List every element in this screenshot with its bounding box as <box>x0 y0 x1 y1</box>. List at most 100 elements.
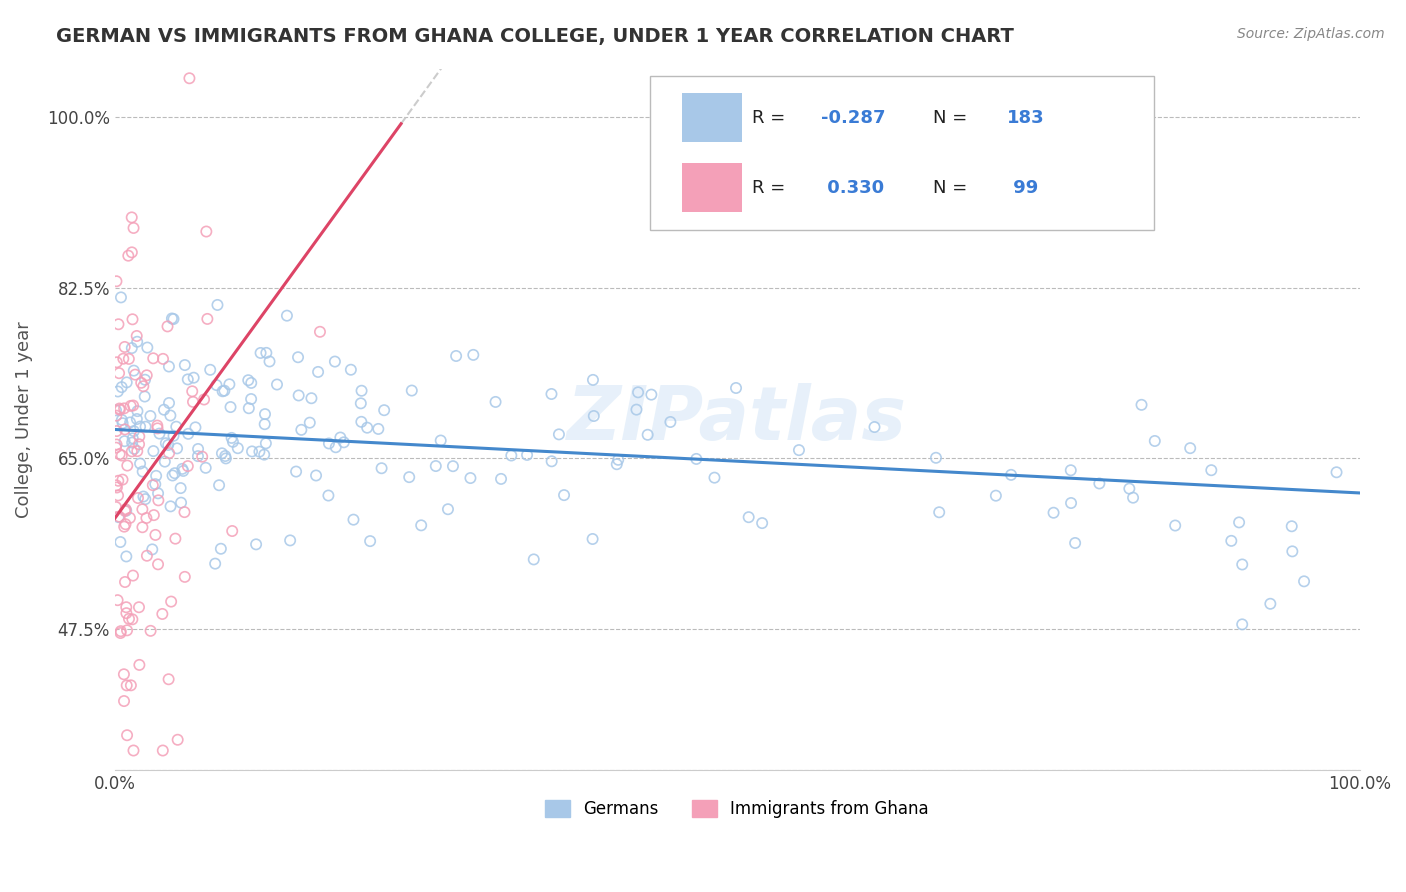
Point <box>163 466 186 480</box>
Point <box>441 459 464 474</box>
Point <box>1180 441 1202 455</box>
Point <box>367 422 389 436</box>
Point <box>172 462 194 476</box>
Point <box>115 728 138 742</box>
Point <box>1281 519 1303 533</box>
Point <box>240 392 263 406</box>
Point <box>112 351 135 366</box>
Point <box>787 443 810 458</box>
Point <box>114 502 136 516</box>
Point <box>132 490 155 504</box>
Point <box>125 412 148 426</box>
Point <box>173 505 195 519</box>
Point <box>460 471 482 485</box>
Text: N =: N = <box>932 178 973 197</box>
Text: N =: N = <box>932 109 973 127</box>
Point <box>142 508 165 522</box>
Point <box>160 311 183 326</box>
Point <box>141 542 163 557</box>
Text: ZIPatlas: ZIPatlas <box>567 383 907 456</box>
Point <box>145 528 167 542</box>
Point <box>118 511 141 525</box>
Point <box>1118 482 1140 496</box>
Point <box>105 409 128 423</box>
Point <box>1232 558 1254 572</box>
Point <box>211 384 233 399</box>
Point <box>134 492 156 507</box>
Point <box>153 402 176 417</box>
Point <box>145 468 167 483</box>
Point <box>121 612 143 626</box>
Point <box>114 517 136 532</box>
Point <box>115 678 138 692</box>
Point <box>254 436 277 450</box>
Point <box>548 427 571 442</box>
Point <box>1042 506 1064 520</box>
Point <box>128 600 150 615</box>
Point <box>111 413 134 427</box>
Point <box>659 415 682 429</box>
Text: 99: 99 <box>1007 178 1039 197</box>
Point <box>157 438 180 452</box>
Point <box>1060 463 1083 477</box>
Point <box>238 373 260 387</box>
Point <box>181 384 204 399</box>
Point <box>148 493 170 508</box>
Point <box>1230 617 1253 632</box>
Point <box>112 401 135 416</box>
Point <box>205 378 228 392</box>
Legend: Germans, Immigrants from Ghana: Germans, Immigrants from Ghana <box>538 793 936 825</box>
Point <box>249 346 271 360</box>
Point <box>240 376 263 390</box>
Point <box>155 436 177 450</box>
Point <box>107 318 129 332</box>
Point <box>128 657 150 672</box>
Point <box>129 376 152 390</box>
Point <box>325 440 347 454</box>
Point <box>340 362 363 376</box>
Point <box>121 245 143 260</box>
Point <box>1326 465 1348 479</box>
Point <box>194 460 217 475</box>
Point <box>139 409 162 423</box>
Point <box>214 384 236 398</box>
Point <box>166 732 188 747</box>
Point <box>129 419 152 434</box>
Point <box>111 380 134 394</box>
Bar <box>682 163 742 212</box>
Point <box>121 341 143 355</box>
Point <box>184 420 207 434</box>
Point <box>685 451 707 466</box>
Point <box>204 557 226 571</box>
Point <box>104 403 127 417</box>
Point <box>1220 533 1243 548</box>
Point <box>484 395 506 409</box>
Point <box>152 351 174 366</box>
Point <box>1122 491 1144 505</box>
Point <box>278 533 301 548</box>
Point <box>238 401 260 416</box>
Point <box>581 532 603 546</box>
Point <box>737 510 759 524</box>
Point <box>118 612 141 626</box>
Point <box>108 447 131 461</box>
Point <box>540 454 562 468</box>
Point <box>370 461 392 475</box>
Point <box>120 399 142 413</box>
Point <box>159 500 181 514</box>
Point <box>253 448 276 462</box>
Point <box>254 346 277 360</box>
Point <box>179 71 201 86</box>
Point <box>173 358 195 372</box>
Point <box>287 350 309 364</box>
Point <box>307 365 329 379</box>
Point <box>276 309 298 323</box>
Point <box>984 489 1007 503</box>
Point <box>111 473 134 487</box>
Point <box>298 416 321 430</box>
Point <box>127 491 149 505</box>
Point <box>637 427 659 442</box>
Text: GERMAN VS IMMIGRANTS FROM GHANA COLLEGE, UNDER 1 YEAR CORRELATION CHART: GERMAN VS IMMIGRANTS FROM GHANA COLLEGE,… <box>56 27 1014 45</box>
Point <box>108 366 131 380</box>
FancyBboxPatch shape <box>650 76 1154 230</box>
